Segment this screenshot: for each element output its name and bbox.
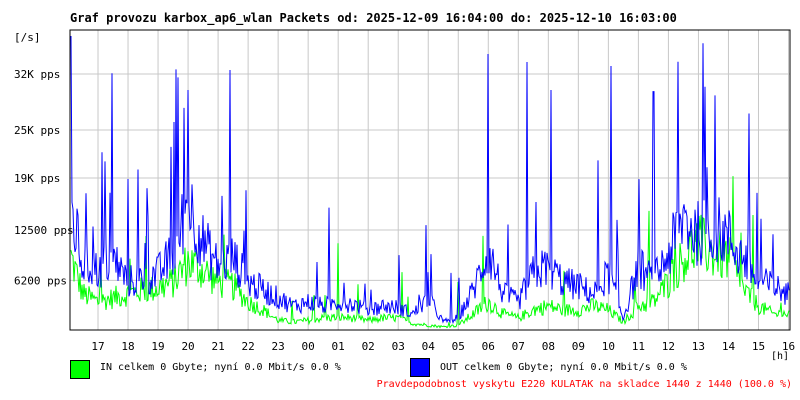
x-tick-label: 03 [392,340,405,353]
x-tick-label: 15 [752,340,765,353]
x-tick-label: 22 [241,340,254,353]
y-tick-label: 32K pps [14,68,60,81]
x-tick-label: 18 [121,340,134,353]
x-tick-label: 16 [782,340,795,353]
x-tick-label: 05 [452,340,465,353]
legend-out-label: OUT celkem 0 Gbyte; nyní 0.0 Mbit/s 0.0 … [440,362,687,373]
x-tick-label: 09 [572,340,585,353]
x-tick-label: 04 [422,340,436,353]
y-tick-label: 12500 pps [14,224,74,237]
x-tick-label: 08 [542,340,555,353]
x-tick-label: 00 [302,340,315,353]
plot-border [69,29,791,331]
x-tick-label: 13 [692,340,705,353]
x-tick-label: 20 [181,340,194,353]
y-tick-label: 6200 pps [14,274,67,287]
y-tick-label: 19K pps [14,172,60,185]
legend-out-swatch [410,358,430,377]
y-axis-unit: [/s] [14,31,41,44]
series-out-line [70,35,790,325]
y-tick-label: 25K pps [14,124,60,137]
x-tick-label: 23 [272,340,285,353]
x-tick-label: 10 [602,340,615,353]
x-tick-label: 07 [512,340,525,353]
x-tick-label: 14 [722,340,736,353]
x-tick-label: 01 [332,340,345,353]
x-tick-label: 06 [482,340,495,353]
x-tick-label: 21 [211,340,224,353]
x-tick-label: 12 [662,340,675,353]
x-axis-unit: [h] [771,351,790,362]
x-tick-label: 19 [151,340,164,353]
x-tick-label: 02 [362,340,375,353]
x-tick-label: 17 [91,340,104,353]
x-tick-label: 11 [632,340,645,353]
footer-note: Pravdepodobnost vyskytu E220 KULATAK na … [376,379,792,390]
legend-in-label: IN celkem 0 Gbyte; nyní 0.0 Mbit/s 0.0 % [100,362,341,373]
legend-in-swatch [70,360,90,379]
chart-title: Graf provozu karbox_ap6_wlan Packets od:… [70,11,677,25]
series-in-line [70,176,790,329]
